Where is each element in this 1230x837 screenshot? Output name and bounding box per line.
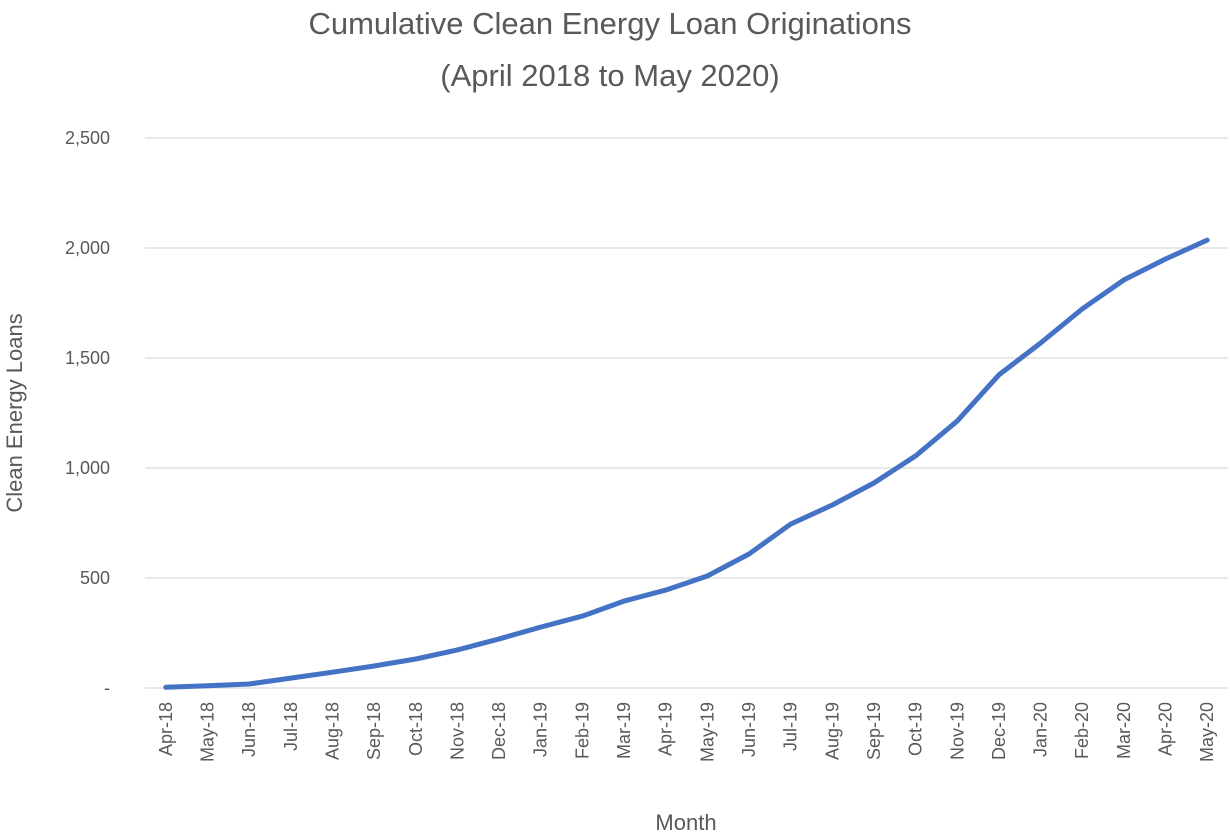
x-tick-label: Feb-19 — [572, 702, 592, 759]
y-tick-label: 500 — [80, 568, 110, 588]
data-line — [163, 237, 1210, 690]
x-tick-label: Feb-20 — [1072, 702, 1092, 759]
x-tick-label: Apr-18 — [156, 702, 176, 756]
x-tick-label: Apr-20 — [1156, 702, 1176, 756]
x-tick-label: Dec-18 — [489, 702, 509, 760]
x-tick-label: May-20 — [1197, 702, 1217, 762]
x-tick-label: Aug-18 — [322, 702, 342, 760]
x-tick-label: Oct-19 — [906, 702, 926, 756]
y-tick-label: 2,500 — [65, 128, 110, 148]
x-tick-label: Oct-18 — [406, 702, 426, 756]
x-tick-label: Mar-20 — [1114, 702, 1134, 759]
x-tick-label: Jun-18 — [239, 702, 259, 757]
chart-title: Cumulative Clean Energy Loan Origination… — [308, 6, 911, 41]
y-tick-label: 1,000 — [65, 458, 110, 478]
x-tick-label: Jan-19 — [531, 702, 551, 757]
x-tick-label: May-18 — [197, 702, 217, 762]
x-tick-label: May-19 — [697, 702, 717, 762]
x-tick-label: Jul-18 — [281, 702, 301, 751]
x-tick-label: Aug-19 — [822, 702, 842, 760]
x-tick-label: Nov-18 — [447, 702, 467, 760]
x-tick-label: Nov-19 — [947, 702, 967, 760]
x-tick-label: Apr-19 — [656, 702, 676, 756]
x-tick-label: Jun-19 — [739, 702, 759, 757]
y-tick-label: 2,000 — [65, 238, 110, 258]
chart-subtitle: (April 2018 to May 2020) — [440, 58, 779, 93]
y-tick-label: 1,500 — [65, 348, 110, 368]
x-tick-label: Jan-20 — [1031, 702, 1051, 757]
x-axis-label: Month — [655, 810, 716, 835]
x-tick-label: Sep-19 — [864, 702, 884, 760]
x-tick-label: Sep-18 — [364, 702, 384, 760]
x-tick-label: Dec-19 — [989, 702, 1009, 760]
x-tick-label: Mar-19 — [614, 702, 634, 759]
y-tick-label: - — [104, 678, 110, 698]
x-tick-label: Jul-19 — [781, 702, 801, 751]
y-axis-label: Clean Energy Loans — [2, 313, 27, 512]
